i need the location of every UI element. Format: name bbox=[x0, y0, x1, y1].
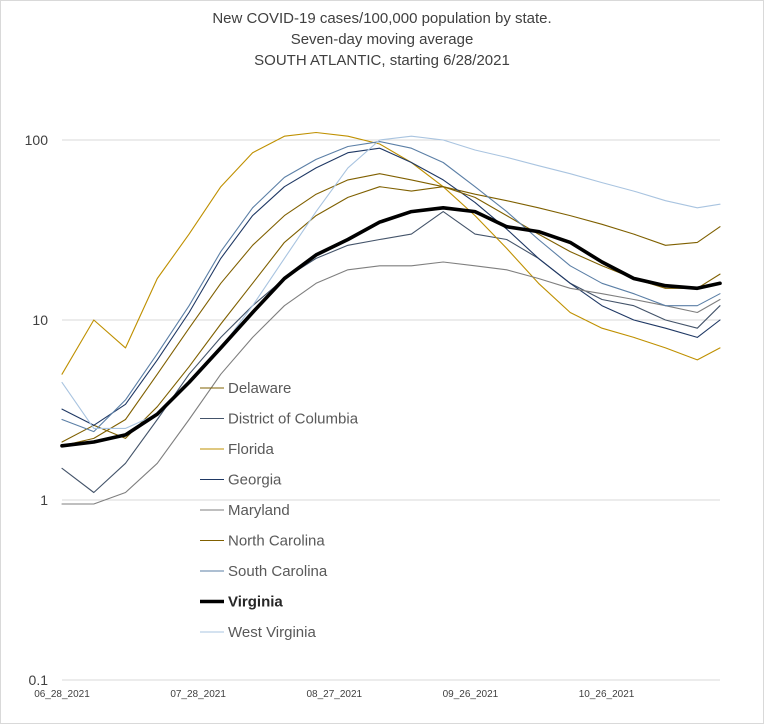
legend-label: South Carolina bbox=[228, 563, 328, 580]
series-line-district-of-columbia bbox=[61, 211, 721, 494]
series-line-maryland bbox=[61, 261, 721, 505]
legend-label: Georgia bbox=[228, 472, 282, 489]
series-line-north-carolina bbox=[61, 173, 721, 447]
legend: Delaware District of Columbia Florida Georg… bbox=[200, 380, 359, 641]
y-tick-label: 0.1 bbox=[29, 672, 49, 688]
x-tick-label: 07_28_2021 bbox=[170, 689, 226, 700]
legend-label: North Carolina bbox=[228, 533, 325, 550]
x-tick-label: 08_27_2021 bbox=[306, 689, 362, 700]
chart-subtitle: Seven-day moving average bbox=[290, 31, 474, 48]
legend-label: Delaware bbox=[228, 380, 291, 397]
x-tick-label: 10_26_2021 bbox=[579, 689, 635, 700]
legend-label: Maryland bbox=[228, 502, 290, 519]
legend-label: District of Columbia bbox=[228, 411, 359, 428]
gridlines bbox=[62, 139, 720, 681]
chart-subtitle-region: SOUTH ATLANTIC, starting 6/28/2021 bbox=[254, 52, 510, 69]
y-tick-label: 100 bbox=[25, 132, 49, 148]
legend-label: Florida bbox=[228, 441, 275, 458]
legend-label: Virginia bbox=[228, 594, 283, 611]
series-line-west-virginia bbox=[61, 135, 721, 429]
series-line-florida bbox=[61, 131, 721, 375]
x-tick-label: 09_26_2021 bbox=[443, 689, 499, 700]
y-axis-ticks: 0.1 1 10 100 bbox=[25, 132, 49, 688]
series-line-delaware bbox=[61, 186, 721, 443]
x-tick-label: 06_28_2021 bbox=[34, 689, 90, 700]
y-tick-label: 10 bbox=[32, 312, 48, 328]
series-lines bbox=[60, 131, 722, 505]
series-line-georgia bbox=[61, 147, 721, 426]
series-line-virginia bbox=[60, 206, 722, 448]
series-line-south-carolina bbox=[61, 141, 721, 433]
chart-title: New COVID-19 cases/100,000 population by… bbox=[212, 10, 552, 27]
x-axis-ticks: 06_28_2021 07_28_2021 08_27_2021 09_26_2021… bbox=[34, 689, 635, 700]
legend-label: West Virginia bbox=[228, 624, 316, 641]
y-tick-label: 1 bbox=[40, 492, 48, 508]
